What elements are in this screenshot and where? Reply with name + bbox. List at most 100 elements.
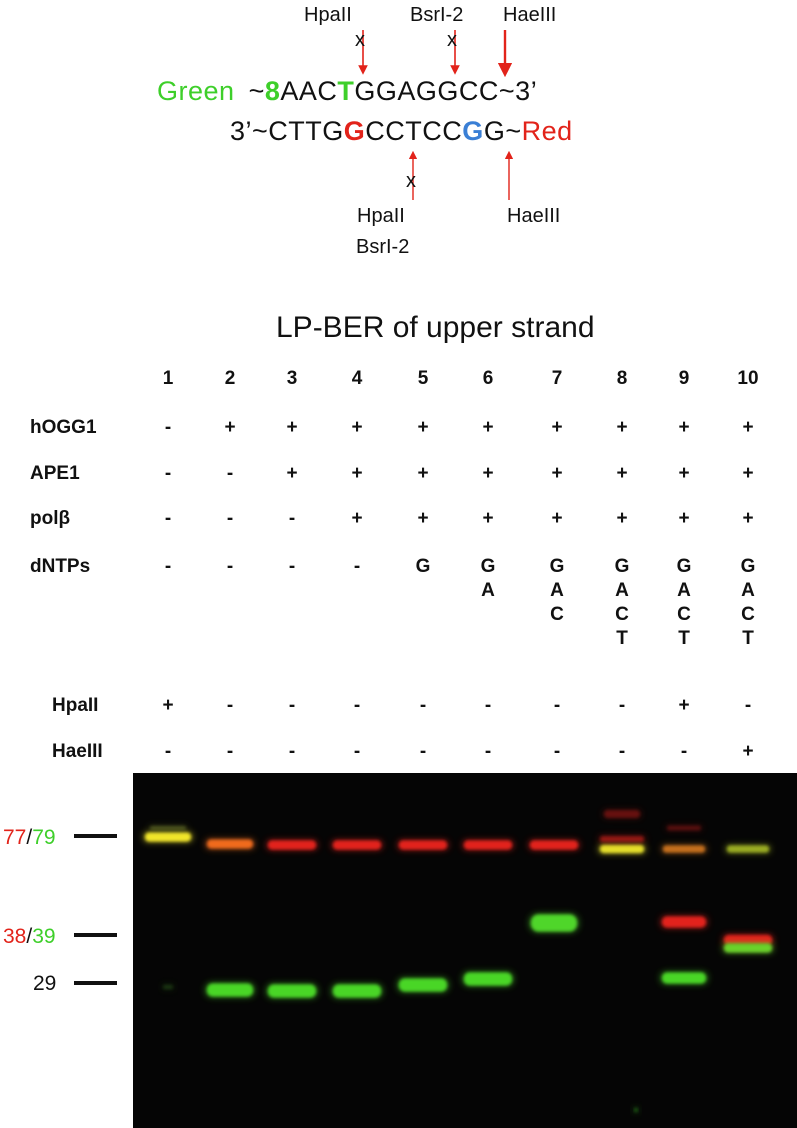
- table-cell-value: +: [224, 417, 236, 438]
- table-cell-value: +: [742, 463, 754, 484]
- table-cell: -: [342, 694, 372, 718]
- table-cell: -: [277, 555, 307, 579]
- bottom-enzyme-haeiii: HaeIII: [507, 205, 561, 227]
- table-cell-value: -: [164, 508, 172, 529]
- row-label: hOGG1: [30, 417, 97, 438]
- top-part2: GGAGGCC~3’: [354, 76, 538, 106]
- band-lane7-top: [530, 840, 578, 850]
- table-cell-value: -: [226, 695, 234, 716]
- table-cell: +: [542, 507, 572, 531]
- table-cell: -: [542, 694, 572, 718]
- marker-label-38-39: 38/39: [3, 925, 56, 949]
- table-cell: -: [277, 694, 307, 718]
- table-cell-value: T: [678, 628, 690, 649]
- table-cell-value: T: [742, 628, 754, 649]
- table-cell-value: +: [616, 508, 628, 529]
- bottom-suffix: G~: [483, 116, 522, 146]
- lane-number: 1: [162, 368, 174, 389]
- band-lane10-top: [727, 845, 769, 853]
- lane-number: 10: [737, 368, 759, 389]
- lane-number: 8: [616, 368, 628, 389]
- table-cell: +: [669, 507, 699, 531]
- table-cell-value: +: [742, 741, 754, 762]
- band-lane8-smear: [604, 810, 640, 818]
- table-cell-value: G: [480, 556, 496, 577]
- row-label: polβ: [30, 508, 71, 529]
- table-cell: +: [733, 740, 763, 764]
- table-cell-value: G: [415, 556, 431, 577]
- cut-blocked-mark-2: x: [447, 29, 457, 51]
- table-cell: +: [669, 416, 699, 440]
- band-lane1-faint-low: [163, 985, 173, 989]
- lane-number: 3: [286, 368, 298, 389]
- table-cell-value: -: [419, 741, 427, 762]
- table-cell-value: +: [616, 463, 628, 484]
- table-cell: +: [408, 507, 438, 531]
- marker-red-38: 38: [3, 925, 27, 948]
- table-cell: +: [669, 694, 699, 718]
- gel-bands: [143, 809, 774, 1113]
- table-cell-value: T: [616, 628, 628, 649]
- row-label: HaeIII: [52, 741, 103, 762]
- table-cell-value: -: [553, 741, 561, 762]
- band-lane2-top: [207, 839, 253, 849]
- row-label: dNTPs: [30, 556, 91, 577]
- table-cell: -: [153, 507, 183, 531]
- lane-number: 2: [224, 368, 236, 389]
- table-cell-value: -: [226, 463, 234, 484]
- table-cell: +: [669, 462, 699, 486]
- table-cell: +: [277, 462, 307, 486]
- top-strand: Green ~8AACTGGAGGCC~3’: [157, 76, 537, 107]
- table-cell-value: +: [678, 417, 690, 438]
- band-lane3-low: [268, 984, 316, 998]
- table-cell: +: [473, 462, 503, 486]
- lane-number: 7: [551, 368, 563, 389]
- red-label: Red: [521, 116, 573, 146]
- table-cell-value: +: [351, 463, 363, 484]
- row-label: APE1: [30, 463, 80, 484]
- table-cell: +: [153, 694, 183, 718]
- table-cell: -: [669, 740, 699, 764]
- table-cell-value: -: [744, 695, 752, 716]
- table-cell: +: [733, 507, 763, 531]
- top-enzyme-bsri2: BsrI-2: [410, 4, 464, 26]
- top-t: T: [337, 76, 355, 106]
- cleavage-arrows: [358, 30, 514, 200]
- bottom-prefix: 3’~CTTG: [230, 116, 344, 146]
- table-cell-value: +: [417, 508, 429, 529]
- oxo-g: 8: [264, 76, 281, 106]
- table-cell-value: +: [678, 508, 690, 529]
- table-cell: -: [153, 740, 183, 764]
- table-cell-value: -: [288, 695, 296, 716]
- table-cell-value: +: [678, 463, 690, 484]
- table-cell: +: [733, 462, 763, 486]
- table-cell: +: [342, 416, 372, 440]
- band-lane6-low: [464, 972, 512, 986]
- table-cell-value: +: [551, 463, 563, 484]
- table-cell: +: [277, 416, 307, 440]
- table-cell-value: A: [677, 580, 691, 601]
- table-cell: -: [215, 694, 245, 718]
- table-cell: +: [408, 462, 438, 486]
- green-label: Green: [157, 76, 235, 106]
- table-cell: -: [542, 740, 572, 764]
- table-cell-value: -: [484, 741, 492, 762]
- table-cell-value: +: [616, 417, 628, 438]
- table-cell-value: -: [618, 695, 626, 716]
- table-cell-value: +: [482, 417, 494, 438]
- table-cell: +: [408, 416, 438, 440]
- band-lane9-low: [662, 972, 706, 984]
- table-cell: -: [215, 555, 245, 579]
- table-cell: -: [473, 740, 503, 764]
- row-label: HpaII: [52, 695, 99, 716]
- table-cell-value: -: [680, 741, 688, 762]
- table-cell: -: [277, 740, 307, 764]
- table-cell-value: -: [618, 741, 626, 762]
- table-cell-value: -: [353, 741, 361, 762]
- table-cell-value: +: [482, 463, 494, 484]
- table-cell-value: +: [551, 508, 563, 529]
- band-lane9-faint: [667, 825, 701, 831]
- table-cell: -: [733, 694, 763, 718]
- table-cell-value: -: [419, 695, 427, 716]
